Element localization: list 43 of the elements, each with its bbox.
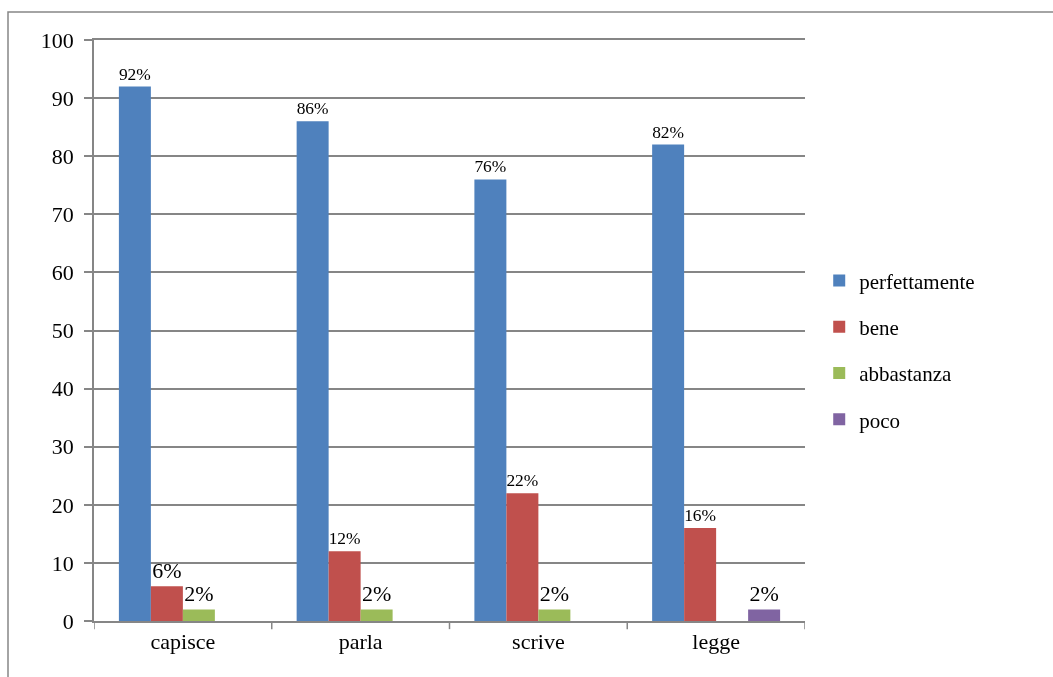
x-tick-label: parla xyxy=(338,629,383,655)
bar xyxy=(538,609,571,621)
bar xyxy=(360,609,393,621)
y-tick-label: 10 xyxy=(51,550,74,576)
y-tick-label: 70 xyxy=(51,202,74,227)
data-label: 82% xyxy=(652,121,685,142)
bar xyxy=(684,528,717,621)
legend-label: poco xyxy=(859,408,901,433)
data-label: 12% xyxy=(328,528,361,549)
bar xyxy=(506,493,539,621)
data-label: 92% xyxy=(118,63,151,84)
bar xyxy=(748,609,781,621)
legend-label: perfettamente xyxy=(859,269,975,294)
y-tick-label: 90 xyxy=(51,85,74,111)
legend-label: bene xyxy=(859,315,899,340)
bar xyxy=(652,144,685,621)
y-tick-label: 50 xyxy=(51,318,74,344)
bar xyxy=(296,121,329,621)
x-tick-label: legge xyxy=(692,629,740,655)
bar xyxy=(150,586,183,621)
data-label: 2% xyxy=(361,581,392,607)
y-tick-label: 30 xyxy=(51,434,74,460)
x-tick-label: scrive xyxy=(512,629,565,655)
y-tick-label: 0 xyxy=(62,608,74,634)
bar xyxy=(118,86,151,621)
y-tick-label: 40 xyxy=(51,376,74,402)
bar xyxy=(474,179,507,621)
data-label: 76% xyxy=(474,156,507,177)
data-label: 2% xyxy=(539,581,570,607)
data-label: 22% xyxy=(506,470,539,491)
x-tick-label: capisce xyxy=(150,629,216,655)
data-label: 2% xyxy=(184,581,214,607)
y-tick-label: 100 xyxy=(40,27,74,53)
y-tick-label: 80 xyxy=(51,143,74,169)
legend-label: abbastanza xyxy=(859,362,953,387)
data-label: 16% xyxy=(684,505,717,526)
bar xyxy=(328,551,361,621)
data-label: 86% xyxy=(296,98,329,119)
bar xyxy=(182,609,215,621)
data-label: 2% xyxy=(749,581,779,607)
data-label: 6% xyxy=(152,558,182,584)
y-tick-label: 60 xyxy=(51,260,74,286)
y-tick-label: 20 xyxy=(51,492,74,518)
